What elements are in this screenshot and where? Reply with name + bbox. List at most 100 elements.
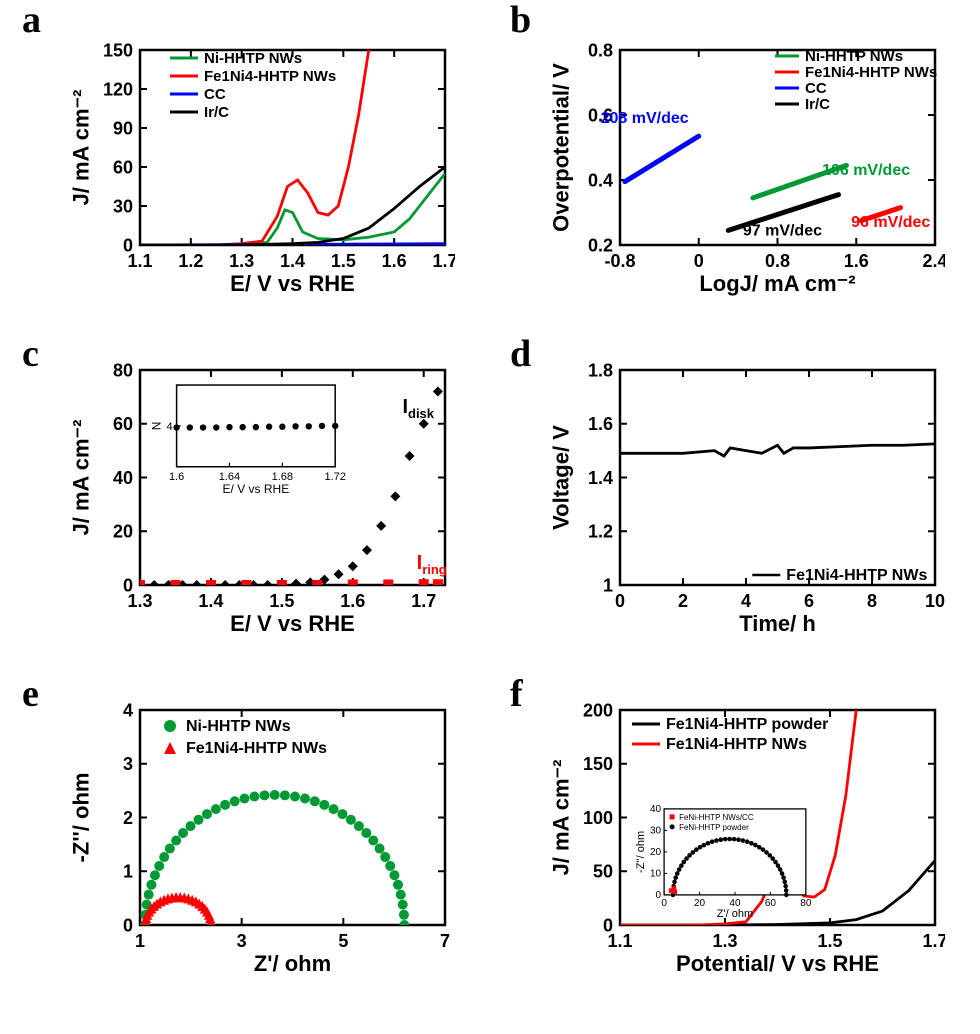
svg-text:FeNi-HHTP powder: FeNi-HHTP powder — [679, 823, 749, 832]
svg-text:Fe1Ni4-HHTP NWs: Fe1Ni4-HHTP NWs — [666, 736, 807, 753]
panel-label-d: d — [510, 332, 531, 376]
svg-text:5: 5 — [338, 931, 348, 951]
svg-text:60: 60 — [113, 414, 133, 434]
svg-text:Time/ h: Time/ h — [739, 611, 816, 636]
panel-b: -0.800.81.62.40.20.40.60.8LogJ/ mA cm⁻²O… — [550, 20, 945, 300]
svg-text:Fe1Ni4-HHTP NWs: Fe1Ni4-HHTP NWs — [786, 567, 927, 584]
svg-text:80: 80 — [113, 360, 133, 380]
svg-text:97 mV/dec: 97 mV/dec — [743, 222, 822, 239]
svg-text:1.7: 1.7 — [411, 591, 436, 611]
panel-label-a: a — [22, 0, 41, 42]
svg-text:1: 1 — [123, 862, 133, 882]
svg-text:1.5: 1.5 — [817, 931, 842, 951]
panel-label-c: c — [22, 332, 39, 376]
panel-c: 1.31.41.51.61.7020406080E/ V vs RHEJ/ mA… — [65, 360, 455, 640]
svg-text:LogJ/ mA cm⁻²: LogJ/ mA cm⁻² — [699, 271, 855, 296]
svg-text:1: 1 — [603, 575, 613, 595]
svg-text:80: 80 — [800, 898, 812, 909]
svg-text:8: 8 — [867, 591, 877, 611]
svg-text:E/ V vs RHE: E/ V vs RHE — [230, 271, 355, 296]
svg-text:1.72: 1.72 — [324, 471, 345, 483]
svg-text:CC: CC — [805, 80, 827, 97]
svg-text:3: 3 — [237, 931, 247, 951]
svg-text:208 mV/dec: 208 mV/dec — [601, 110, 689, 127]
svg-text:0: 0 — [661, 898, 667, 909]
svg-text:Ni-HHTP NWs: Ni-HHTP NWs — [204, 50, 302, 67]
svg-text:1: 1 — [135, 931, 145, 951]
svg-text:Fe1Ni4-HHTP NWs: Fe1Ni4-HHTP NWs — [805, 64, 937, 81]
svg-text:10: 10 — [925, 591, 945, 611]
svg-text:0: 0 — [123, 235, 133, 255]
svg-text:10: 10 — [650, 868, 662, 879]
svg-text:0: 0 — [123, 575, 133, 595]
svg-text:Ni-HHTP NWs: Ni-HHTP NWs — [805, 48, 903, 65]
svg-text:0.8: 0.8 — [765, 251, 790, 271]
panel-d: 024681011.21.41.61.8Time/ hVoltage/ VFe1… — [550, 360, 945, 640]
svg-text:1.6: 1.6 — [340, 591, 365, 611]
svg-text:1.2: 1.2 — [588, 522, 613, 542]
svg-text:J/ mA cm⁻²: J/ mA cm⁻² — [550, 760, 573, 876]
svg-text:1.6: 1.6 — [382, 251, 407, 271]
svg-text:Voltage/ V: Voltage/ V — [550, 425, 573, 530]
svg-text:E/ V vs RHE: E/ V vs RHE — [223, 482, 290, 496]
svg-text:Ir/C: Ir/C — [204, 104, 229, 121]
svg-text:96 mV/dec: 96 mV/dec — [851, 214, 930, 231]
svg-text:J/ mA cm⁻²: J/ mA cm⁻² — [68, 420, 93, 536]
panel-e: 135701234Z'/ ohm-Z''/ ohmNi-HHTP NWsFe1N… — [65, 700, 455, 980]
panel-label-b: b — [510, 0, 531, 42]
svg-text:0: 0 — [603, 915, 613, 935]
figure: a b c d e f 1.11.21.31.41.51.61.70306090… — [0, 0, 980, 1034]
svg-text:Fe1Ni4-HHTP NWs: Fe1Ni4-HHTP NWs — [204, 68, 336, 85]
svg-text:FeNi-HHTP NWs/CC: FeNi-HHTP NWs/CC — [679, 813, 754, 822]
svg-text:0.2: 0.2 — [588, 235, 613, 255]
svg-text:Fe1Ni4-HHTP powder: Fe1Ni4-HHTP powder — [666, 716, 828, 733]
svg-text:Z'/ ohm: Z'/ ohm — [254, 951, 331, 976]
svg-text:1.6: 1.6 — [844, 251, 869, 271]
svg-text:0: 0 — [656, 890, 662, 901]
svg-text:90: 90 — [113, 118, 133, 138]
svg-text:1.4: 1.4 — [198, 591, 223, 611]
svg-text:3: 3 — [123, 754, 133, 774]
svg-text:200: 200 — [583, 700, 613, 720]
svg-text:Idisk: Idisk — [402, 396, 434, 421]
svg-text:4: 4 — [123, 700, 133, 720]
svg-text:2: 2 — [678, 591, 688, 611]
svg-text:60: 60 — [765, 898, 777, 909]
svg-text:Z'/ ohm: Z'/ ohm — [717, 908, 753, 920]
svg-text:150: 150 — [583, 754, 613, 774]
svg-text:Ir/C: Ir/C — [805, 96, 830, 113]
svg-text:30: 30 — [113, 196, 133, 216]
svg-text:60: 60 — [113, 157, 133, 177]
svg-text:-Z''/ ohm: -Z''/ ohm — [635, 831, 647, 873]
svg-text:1.8: 1.8 — [588, 360, 613, 380]
svg-text:6: 6 — [804, 591, 814, 611]
svg-text:30: 30 — [650, 825, 662, 836]
svg-text:N: N — [150, 422, 164, 431]
svg-text:Ni-HHTP NWs: Ni-HHTP NWs — [186, 718, 291, 735]
svg-text:150: 150 — [103, 40, 133, 60]
svg-text:120: 120 — [103, 79, 133, 99]
svg-text:7: 7 — [440, 931, 450, 951]
svg-text:1.6: 1.6 — [169, 471, 184, 483]
svg-text:1.7: 1.7 — [922, 931, 945, 951]
svg-text:20: 20 — [113, 522, 133, 542]
svg-text:20: 20 — [650, 847, 662, 858]
svg-text:1.5: 1.5 — [269, 591, 294, 611]
svg-text:4: 4 — [741, 591, 751, 611]
svg-text:J/ mA cm⁻²: J/ mA cm⁻² — [68, 90, 93, 206]
svg-text:2: 2 — [123, 808, 133, 828]
panel-a: 1.11.21.31.41.51.61.70306090120150E/ V v… — [65, 20, 455, 300]
svg-text:E/ V vs RHE: E/ V vs RHE — [230, 611, 355, 636]
svg-text:100: 100 — [583, 808, 613, 828]
svg-text:40: 40 — [650, 804, 662, 815]
svg-text:40: 40 — [113, 468, 133, 488]
svg-text:-Z''/ ohm: -Z''/ ohm — [68, 773, 93, 863]
svg-text:1.3: 1.3 — [712, 931, 737, 951]
svg-text:Fe1Ni4-HHTP NWs: Fe1Ni4-HHTP NWs — [186, 740, 327, 757]
svg-text:1.2: 1.2 — [178, 251, 203, 271]
svg-text:0.4: 0.4 — [588, 170, 613, 190]
svg-text:106 mV/dec: 106 mV/dec — [822, 162, 910, 179]
svg-text:1.4: 1.4 — [588, 468, 613, 488]
svg-text:CC: CC — [204, 86, 226, 103]
svg-text:0: 0 — [694, 251, 704, 271]
